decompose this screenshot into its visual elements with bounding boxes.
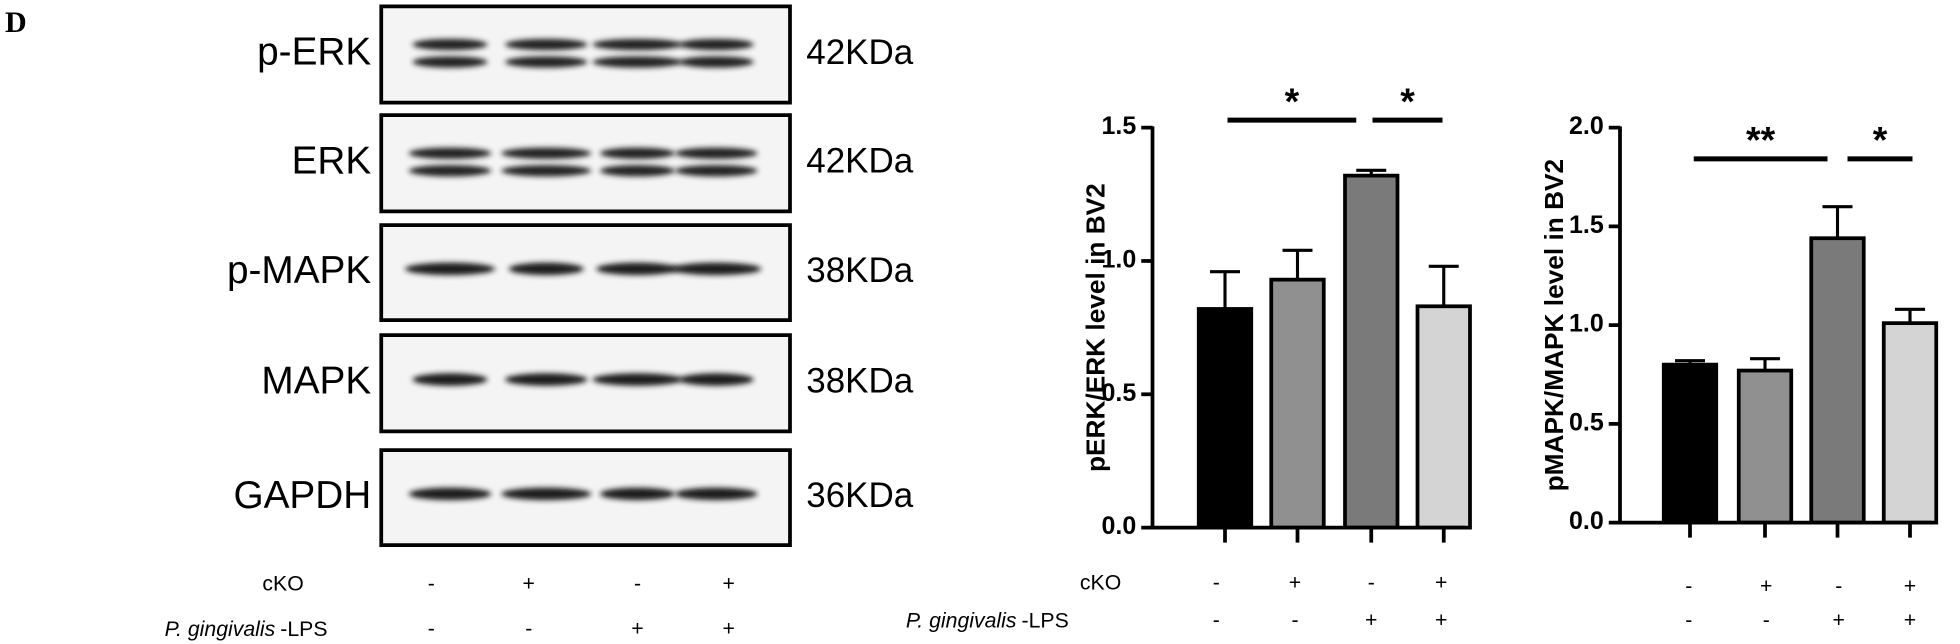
significance-label: * xyxy=(1873,119,1888,161)
y-axis-label: pERK/ERK level in BV2 xyxy=(1080,183,1110,472)
significance-label: * xyxy=(1285,80,1300,122)
condition-sign: - xyxy=(525,617,532,641)
condition-sign: - xyxy=(634,572,641,596)
y-tick-label: 2.0 xyxy=(1569,112,1604,140)
y-tick-label: 1.5 xyxy=(1569,211,1604,239)
condition-label: cKO xyxy=(1080,570,1121,594)
band xyxy=(412,38,488,51)
condition-sign: - xyxy=(1213,608,1220,632)
bar xyxy=(1809,236,1866,525)
size-label: 42KDa xyxy=(806,33,914,72)
condition-sign: - xyxy=(1685,574,1692,598)
blot-label: p-MAPK xyxy=(227,249,371,292)
condition-sign: + xyxy=(631,617,643,641)
significance-label: ** xyxy=(1746,119,1776,161)
condition-label: P. gingivalis -LPS xyxy=(906,608,1069,632)
band xyxy=(501,487,592,501)
condition-sign: - xyxy=(1368,570,1375,594)
band xyxy=(596,262,679,276)
band xyxy=(678,38,754,51)
condition-sign: + xyxy=(523,572,535,596)
band xyxy=(671,262,762,276)
condition-sign: + xyxy=(1365,608,1377,632)
band xyxy=(508,262,584,276)
condition-sign: - xyxy=(1291,608,1298,632)
condition-sign: + xyxy=(1435,570,1447,594)
bar xyxy=(1881,321,1939,525)
condition-sign: + xyxy=(723,617,735,641)
blot-label: ERK xyxy=(292,139,372,182)
band xyxy=(600,147,675,159)
condition-label: P. gingivalis -LPS xyxy=(165,617,328,641)
condition-sign: + xyxy=(1833,608,1845,632)
condition-sign: - xyxy=(1685,608,1692,632)
band xyxy=(505,373,588,386)
band xyxy=(592,38,683,51)
y-tick-label: 1.5 xyxy=(1101,112,1136,140)
condition-sign: - xyxy=(1763,608,1770,632)
condition-sign: - xyxy=(428,617,435,641)
band xyxy=(408,487,492,501)
condition-sign: + xyxy=(1760,574,1772,598)
suffix: -LPS xyxy=(280,617,327,641)
condition-sign: + xyxy=(1289,570,1301,594)
condition-sign: + xyxy=(723,572,735,596)
condition-sign: - xyxy=(1213,570,1220,594)
species: P. gingivalis xyxy=(165,617,276,641)
band xyxy=(505,38,588,51)
size-label: 38KDa xyxy=(806,251,914,290)
panel-label: D xyxy=(5,6,27,39)
band xyxy=(600,487,675,501)
band xyxy=(592,373,683,386)
condition-sign: + xyxy=(1904,608,1916,632)
blot-box xyxy=(379,4,792,105)
bar xyxy=(1343,173,1400,530)
blot-label: GAPDH xyxy=(233,474,371,517)
condition-sign: - xyxy=(428,572,435,596)
suffix: -LPS xyxy=(1022,608,1069,632)
y-tick-label: 0.5 xyxy=(1569,408,1604,436)
significance-label: * xyxy=(1400,80,1415,122)
band xyxy=(501,165,592,177)
blot-box xyxy=(379,113,792,214)
bar xyxy=(1736,368,1794,525)
size-label: 42KDa xyxy=(806,142,914,181)
species: P. gingivalis xyxy=(906,608,1017,632)
condition-label: cKO xyxy=(262,572,303,596)
size-label: 38KDa xyxy=(806,362,914,401)
condition-sign: + xyxy=(1435,608,1447,632)
condition-sign: + xyxy=(1904,574,1916,598)
bar xyxy=(1196,307,1254,530)
condition-sign: - xyxy=(1835,574,1842,598)
y-tick-label: 1.0 xyxy=(1101,246,1136,274)
bar xyxy=(1661,362,1719,525)
band xyxy=(412,373,488,386)
size-label: 36KDa xyxy=(806,476,914,515)
band xyxy=(408,147,492,159)
bar xyxy=(1269,277,1326,530)
y-tick-label: 0.0 xyxy=(1569,507,1604,535)
band xyxy=(600,165,675,177)
y-axis-label: pMAPK/MAPK level in BV2 xyxy=(1539,159,1569,492)
band xyxy=(408,165,492,177)
blot-label: p-ERK xyxy=(257,31,371,74)
band xyxy=(675,147,758,159)
band xyxy=(675,487,758,501)
band xyxy=(678,56,754,68)
band xyxy=(675,165,758,177)
band xyxy=(592,56,683,68)
band xyxy=(505,56,588,68)
band xyxy=(405,262,495,276)
y-tick-label: 1.0 xyxy=(1569,310,1604,338)
y-tick-label: 0.5 xyxy=(1101,379,1136,407)
band xyxy=(412,56,488,68)
blot-label: MAPK xyxy=(261,359,371,402)
band xyxy=(678,373,754,386)
y-tick-label: 0.0 xyxy=(1101,512,1136,540)
bar xyxy=(1415,304,1472,530)
band xyxy=(501,147,592,159)
